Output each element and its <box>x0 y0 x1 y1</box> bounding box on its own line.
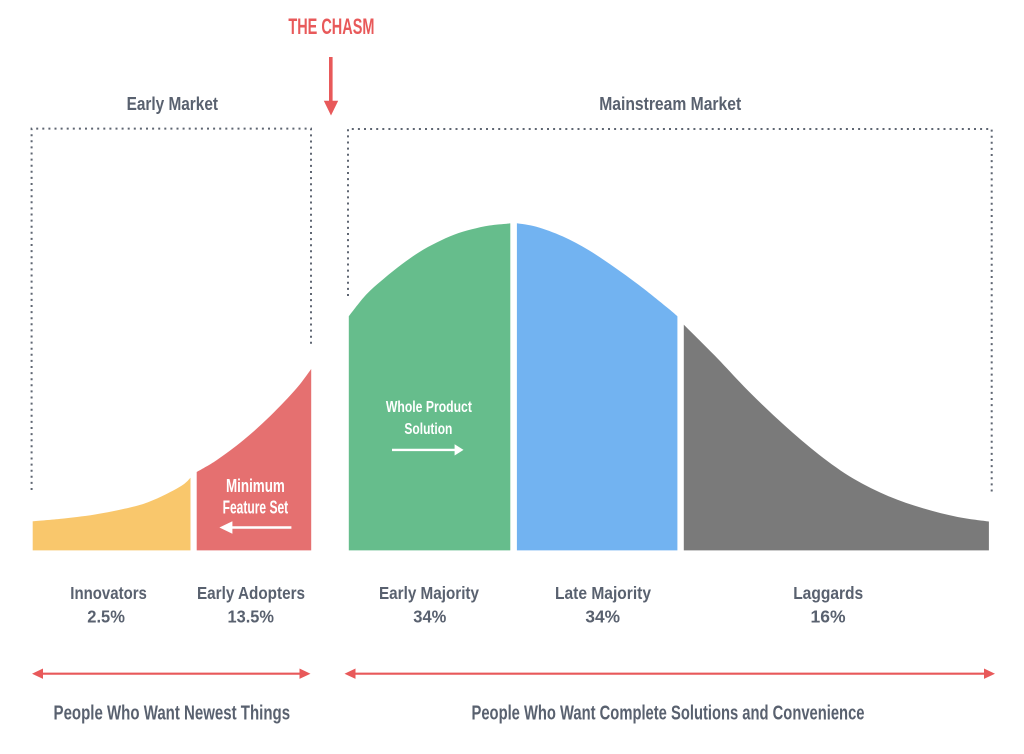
svg-text:People Who Want Complete Solut: People Who Want Complete Solutions and C… <box>472 703 865 725</box>
svg-text:34%: 34% <box>413 607 446 627</box>
svg-text:Early Majority: Early Majority <box>379 583 479 603</box>
svg-text:Mainstream Market: Mainstream Market <box>599 93 741 114</box>
svg-text:Laggards: Laggards <box>793 583 863 603</box>
svg-text:16%: 16% <box>811 607 846 627</box>
svg-text:Innovators: Innovators <box>70 583 147 603</box>
svg-text:Minimum: Minimum <box>226 475 285 496</box>
svg-text:Early Adopters: Early Adopters <box>197 583 305 603</box>
svg-text:Whole Product: Whole Product <box>386 399 473 416</box>
svg-text:34%: 34% <box>585 607 620 627</box>
svg-text:Solution: Solution <box>404 421 452 438</box>
svg-text:Late Majority: Late Majority <box>555 583 651 603</box>
svg-text:2.5%: 2.5% <box>87 607 125 627</box>
svg-text:13.5%: 13.5% <box>228 607 275 627</box>
svg-text:Feature Set: Feature Set <box>223 497 289 518</box>
svg-text:Early Market: Early Market <box>127 93 218 114</box>
svg-text:THE CHASM: THE CHASM <box>288 14 374 39</box>
svg-text:People Who Want Newest Things: People Who Want Newest Things <box>54 703 291 725</box>
